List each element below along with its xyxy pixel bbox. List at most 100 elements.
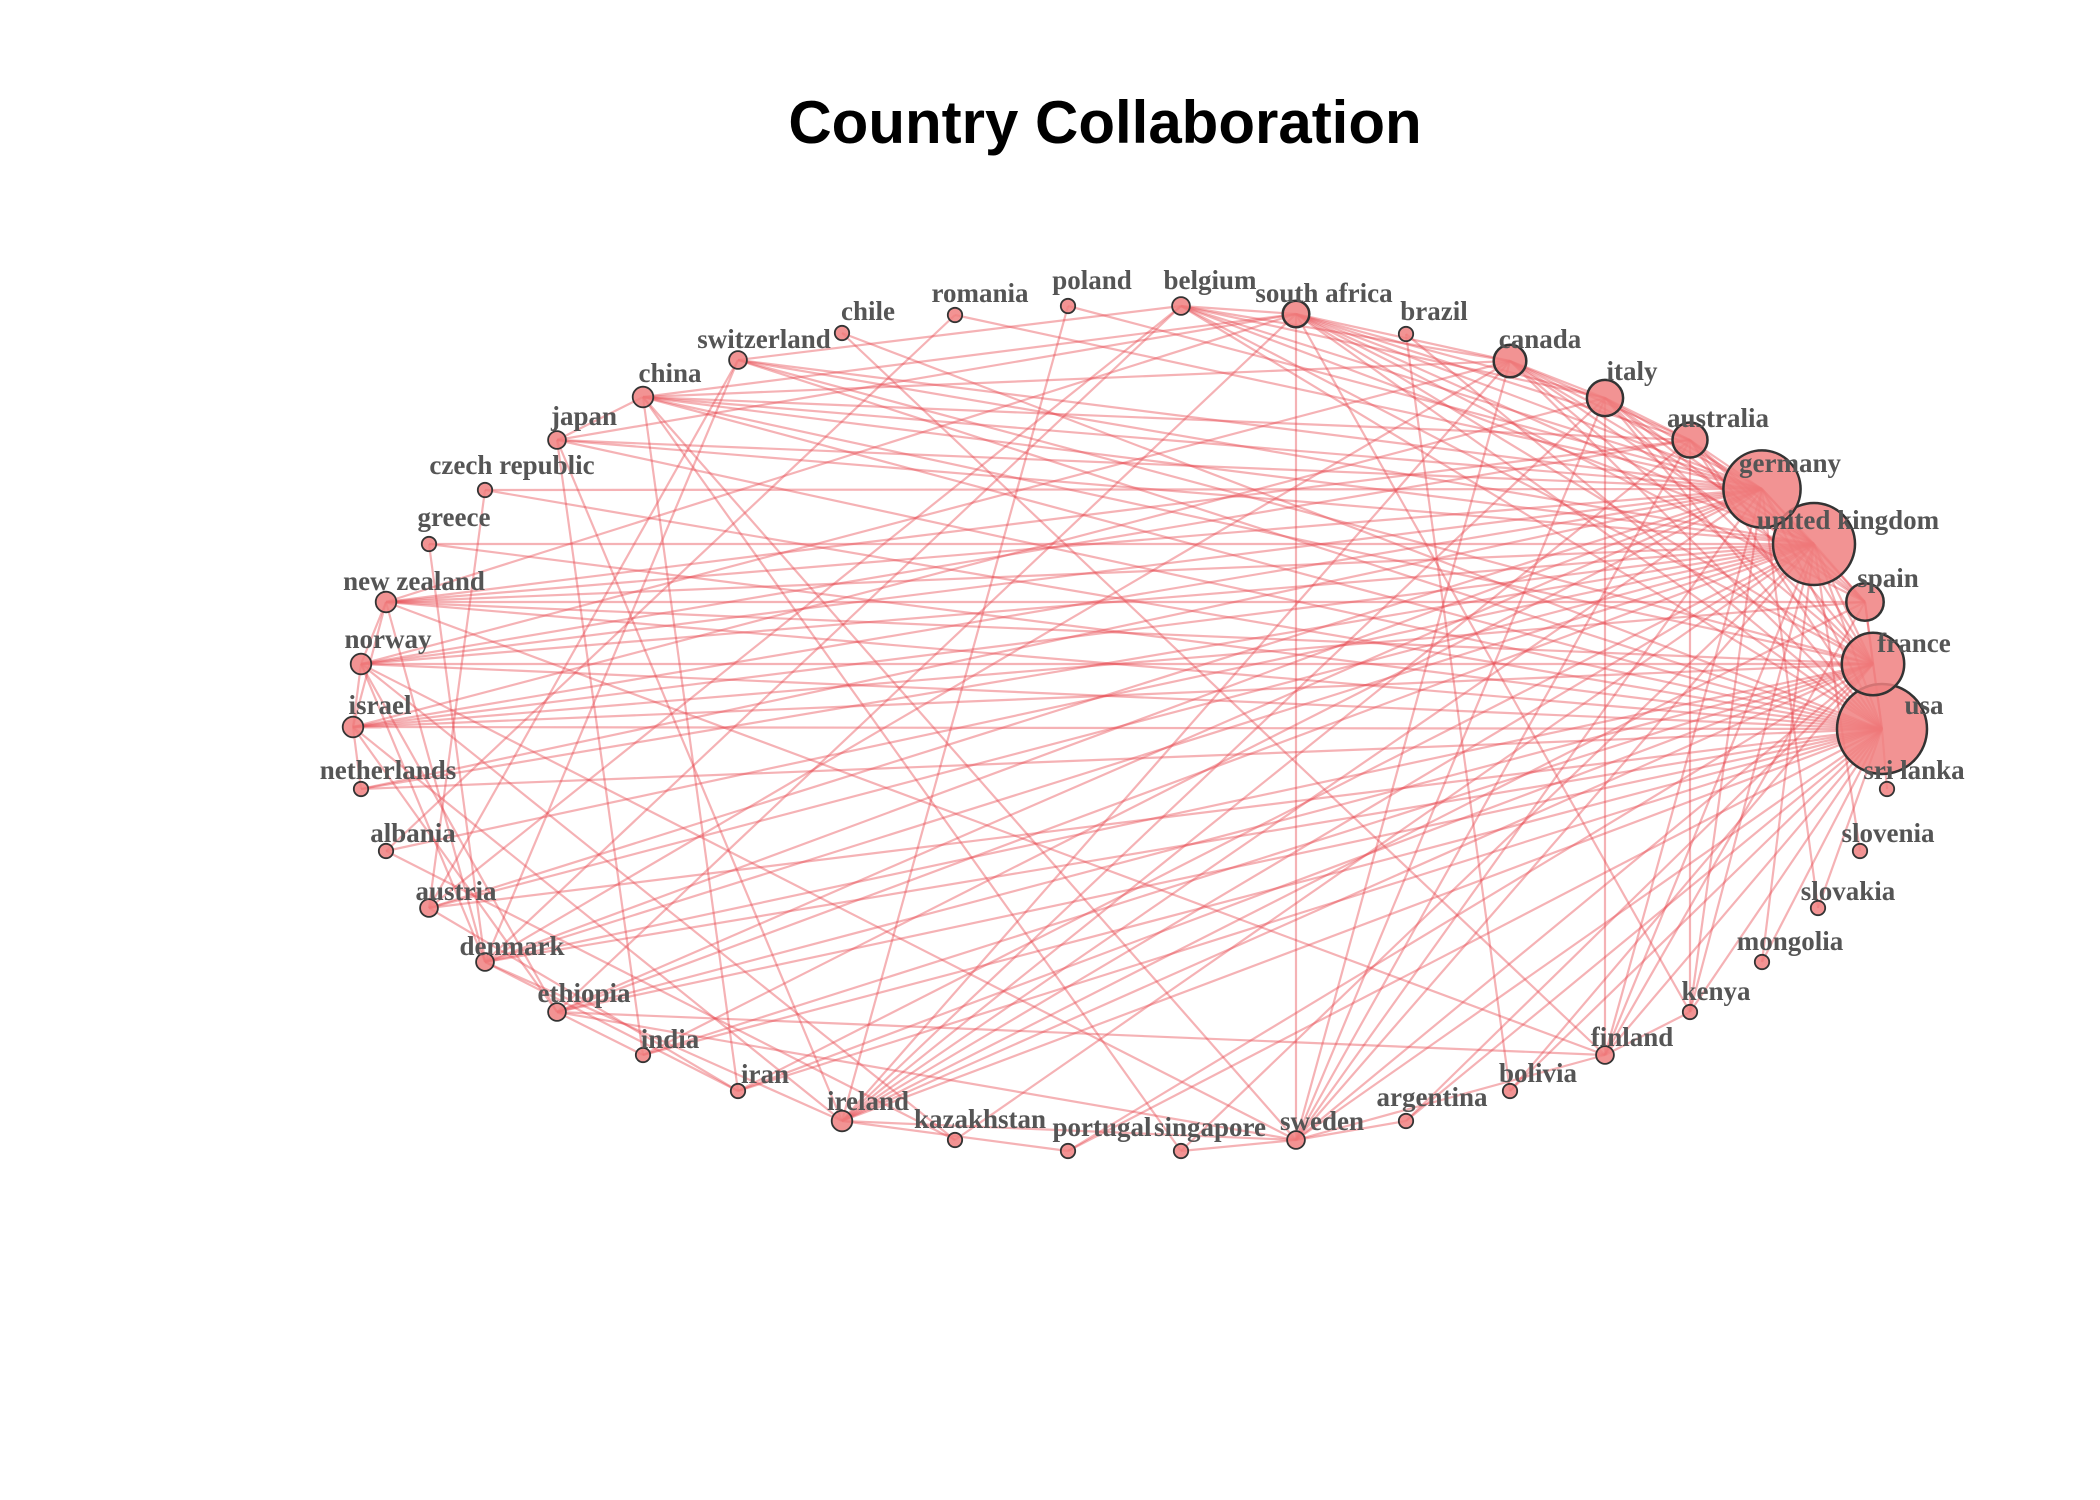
node-label-slovakia: slovakia xyxy=(1801,876,1896,906)
edge-germany-ireland xyxy=(841,488,1763,1122)
edge-germany-new-zealand xyxy=(385,487,1763,604)
edge-south-africa-belgium xyxy=(1180,304,1297,316)
edge-switzerland-austria xyxy=(428,359,739,909)
node-sri-lanka xyxy=(1878,780,1896,798)
node-label-finland: finland xyxy=(1591,1022,1674,1052)
edge-norway-ethiopia xyxy=(360,663,558,1013)
node-label-new-zealand: new zealand xyxy=(343,566,485,596)
node-belgium xyxy=(1171,296,1191,316)
edge-germany-ethiopia xyxy=(556,487,1763,1014)
edge-usa-south-africa xyxy=(1295,313,1883,730)
node-canada xyxy=(1492,343,1528,379)
node-chile xyxy=(833,324,851,342)
node-label-sri-lanka: sri lanka xyxy=(1863,755,1965,785)
edge-canada-sweden xyxy=(1294,360,1512,1141)
edge-united-kingdom-ethiopia xyxy=(556,542,1815,1014)
edge-south-africa-ethiopia xyxy=(556,313,1297,1013)
edge-china-japan xyxy=(556,396,644,441)
edge-germany-canada xyxy=(1509,360,1763,490)
edge-usa-brazil xyxy=(1405,333,1883,730)
node-label-australia: australia xyxy=(1667,403,1770,433)
edge-germany-poland xyxy=(1067,304,1763,491)
edge-united-kingdom-new-zealand xyxy=(385,542,1815,604)
node-czech-republic xyxy=(476,481,494,499)
node-spain xyxy=(1845,582,1885,622)
edge-usa-switzerland xyxy=(737,358,1883,731)
edge-france-argentina xyxy=(1405,663,1874,1122)
edge-china-singapore xyxy=(642,396,1182,1152)
node-label-ireland: ireland xyxy=(827,1086,909,1116)
edge-canada-ireland xyxy=(841,360,1511,1122)
node-denmark xyxy=(475,952,495,972)
edge-italy-ireland xyxy=(841,397,1606,1122)
edge-italy-sweden xyxy=(1294,397,1607,1141)
edge-italy-israel xyxy=(352,396,1606,729)
edge-united-kingdom-austria xyxy=(428,542,1815,910)
edge-usa-norway xyxy=(360,662,1883,731)
node-label-bolivia: bolivia xyxy=(1499,1058,1578,1088)
edge-germany-belgium xyxy=(1180,304,1763,491)
edge-china-iran xyxy=(641,396,740,1092)
edge-france-new-zealand xyxy=(385,600,1874,666)
node-netherlands xyxy=(352,780,370,798)
node-label-japan: japan xyxy=(550,401,617,431)
edge-canada-norway xyxy=(360,359,1511,666)
edge-united-kingdom-belgium xyxy=(1180,304,1815,546)
node-australia xyxy=(1671,421,1709,459)
edge-germany-japan xyxy=(556,438,1763,491)
edge-canada-denmark xyxy=(484,360,1511,963)
edge-sweden-singapore xyxy=(1180,1138,1297,1153)
node-label-united-kingdom: united kingdom xyxy=(1757,505,1940,535)
edge-australia-new-zealand xyxy=(385,438,1691,604)
edge-united-kingdom-ireland xyxy=(841,543,1815,1122)
edge-france-china xyxy=(642,395,1874,666)
edge-australia-china xyxy=(642,395,1691,442)
edge-brazil-bolivia xyxy=(1404,333,1512,1092)
node-label-argentina: argentina xyxy=(1377,1082,1488,1112)
edge-france-denmark xyxy=(484,662,1874,964)
edge-united-kingdom-kazakhstan xyxy=(954,543,1815,1141)
node-finland xyxy=(1595,1045,1615,1065)
edge-new-zealand-finland xyxy=(385,600,1606,1057)
edge-france-ethiopia xyxy=(556,662,1874,1014)
node-albania xyxy=(377,842,395,860)
edge-germany-kenya xyxy=(1688,488,1764,1013)
edge-usa-czech-republic xyxy=(484,488,1883,731)
edge-australia-ireland xyxy=(841,439,1691,1122)
edge-germany-romania xyxy=(954,313,1763,491)
edge-france-belgium xyxy=(1180,305,1874,665)
edge-france-south-africa xyxy=(1295,313,1874,665)
edge-germany-finland xyxy=(1603,488,1764,1056)
edge-ethiopia-sweden xyxy=(556,1010,1297,1142)
node-france xyxy=(1840,631,1906,697)
node-label-czech-republic: czech republic xyxy=(429,450,594,480)
edge-germany-czech-republic xyxy=(484,487,1763,492)
edge-germany-india xyxy=(642,488,1763,1056)
node-india xyxy=(634,1046,652,1064)
node-portugal xyxy=(1059,1142,1077,1160)
edge-usa-ethiopia xyxy=(556,727,1883,1014)
edge-united-kingdom-japan xyxy=(556,438,1815,546)
node-label-israel: israel xyxy=(349,690,412,720)
edge-china-sweden xyxy=(642,396,1297,1141)
edge-australia-south-africa xyxy=(1295,312,1691,442)
edge-usa-portugal xyxy=(1067,728,1883,1152)
node-label-belgium: belgium xyxy=(1163,265,1257,295)
labels-layer: usa united kingdom germany france spain austr… xyxy=(320,265,1965,1142)
node-label-mongolia: mongolia xyxy=(1737,926,1844,956)
edge-united-kingdom-sweden xyxy=(1295,543,1815,1141)
node-slovenia xyxy=(1851,842,1869,860)
edge-japan-india xyxy=(555,439,645,1056)
edge-israel-ethiopia xyxy=(352,726,558,1013)
edge-poland-ireland xyxy=(840,305,1070,1122)
edge-italy-south-africa xyxy=(1295,312,1606,400)
edge-germany-denmark xyxy=(484,487,1763,964)
node-label-chile: chile xyxy=(841,296,895,326)
edges-layer xyxy=(351,304,1889,1153)
node-label-austria: austria xyxy=(416,876,498,906)
node-sweden xyxy=(1286,1130,1306,1150)
edge-united-kingdom-israel xyxy=(352,542,1815,729)
edge-belgium-austria xyxy=(428,305,1182,909)
edge-australia-norway xyxy=(360,438,1691,666)
node-ireland xyxy=(830,1109,854,1133)
